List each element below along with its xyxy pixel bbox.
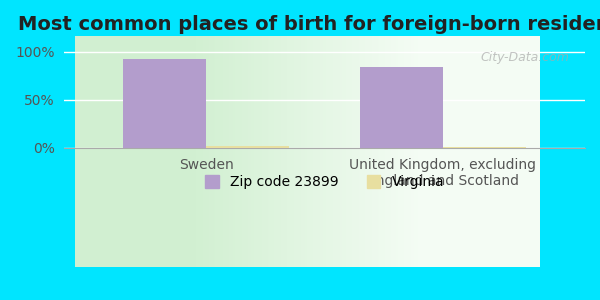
Text: City-Data.com: City-Data.com — [481, 51, 569, 64]
Bar — [206, 146, 289, 148]
Title: Most common places of birth for foreign-born residents: Most common places of birth for foreign-… — [19, 15, 600, 34]
Bar — [124, 59, 206, 148]
Legend: Zip code 23899, Virginia: Zip code 23899, Virginia — [200, 170, 449, 195]
Bar — [443, 147, 526, 148]
Bar — [360, 67, 443, 148]
